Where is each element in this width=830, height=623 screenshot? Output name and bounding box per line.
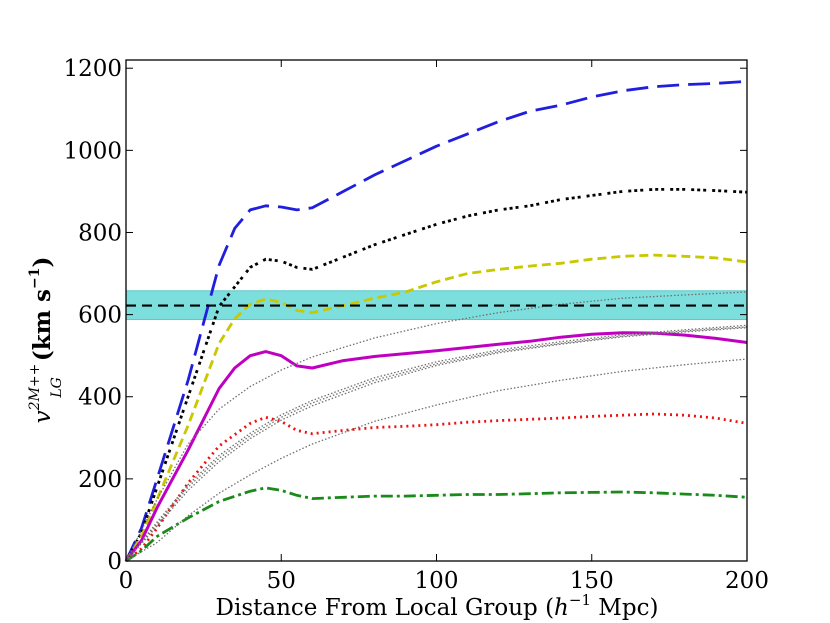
series-line-grey-mid-a [125, 326, 748, 562]
y-axis-label: v2M++ LG(km s−1) [27, 257, 65, 424]
x-tick-label: 200 [725, 568, 769, 594]
series-line-blue [124, 80, 748, 562]
x-tick-label: 50 [267, 568, 296, 594]
series-line-magenta [124, 331, 748, 562]
series-line-grey-mid-c [125, 324, 748, 562]
ticks: 0 50 100 150 200 0 200 400 600 800 1000 1200 [63, 56, 769, 594]
series-line-grey-upper [125, 291, 748, 562]
x-tick-label: 150 [570, 568, 614, 594]
y-tick-label: 200 [78, 467, 122, 493]
y-tick-label: 400 [78, 385, 122, 411]
x-tick-label: 0 [119, 568, 134, 594]
series-line-red [125, 412, 748, 563]
y-tick-label: 1000 [63, 138, 122, 164]
series-line-grey-mid-b [125, 327, 748, 562]
series-line-black [124, 187, 748, 562]
y-tick-label: 800 [78, 220, 122, 246]
y-tick-label: 1200 [63, 56, 122, 82]
x-tick-label: 100 [415, 568, 459, 594]
series-line-green [125, 486, 748, 563]
y-tick-label: 0 [107, 549, 122, 575]
series-group [124, 80, 748, 563]
x-axis-label: Distance From Local Group (h−1 Mpc) [216, 591, 659, 621]
y-tick-label: 600 [78, 303, 122, 329]
